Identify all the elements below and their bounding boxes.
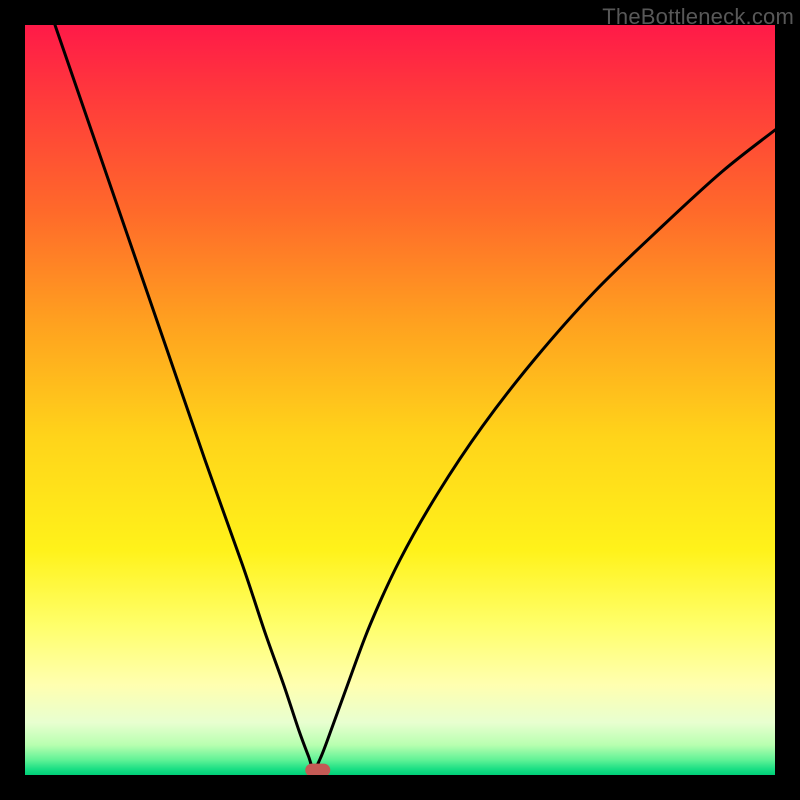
curve-path (55, 25, 775, 769)
chart-frame: TheBottleneck.com (0, 0, 800, 800)
watermark-text: TheBottleneck.com (602, 4, 794, 30)
optimal-point-marker (305, 763, 331, 775)
bottleneck-curve (25, 25, 775, 775)
plot-area (25, 25, 775, 775)
